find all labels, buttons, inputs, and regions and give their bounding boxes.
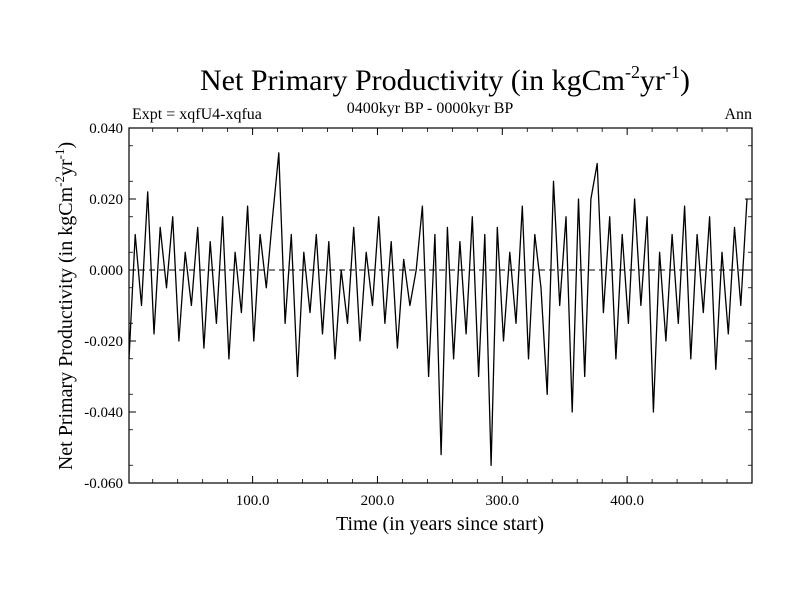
x-tick-label: 200.0	[361, 493, 395, 509]
axes-layer: -0.060 -0.040 -0.020 0.000 0.020 0.040 100.0 20…	[84, 121, 752, 509]
plot-frame	[128, 127, 753, 484]
y-tick-label: 0.000	[89, 263, 123, 279]
x-tick-label: 100.0	[236, 493, 270, 509]
y-tick-label: -0.040	[84, 405, 123, 421]
experiment-label: Expt = xqfU4-xqfua	[132, 106, 262, 123]
y-tick-label: -0.060	[84, 476, 123, 492]
y-tick-label: 0.040	[89, 121, 123, 137]
y-tick-label: 0.020	[89, 192, 123, 208]
x-tick-label: 300.0	[485, 493, 519, 509]
series-line-npp	[128, 152, 748, 466]
subtitle-period: 0400kyr BP - 0000kyr BP	[347, 100, 514, 117]
season-label: Ann	[724, 106, 752, 123]
y-axis-label: Net Primary Productivity (in kgCm-2yr-1)	[52, 142, 77, 470]
x-tick-label: 400.0	[610, 493, 644, 509]
x-axis-label: Time (in years since start)	[336, 513, 544, 535]
series-layer	[128, 152, 748, 466]
chart-title: Net Primary Productivity (in kgCm-2yr-1)	[200, 62, 690, 97]
y-tick-label: -0.020	[84, 334, 123, 350]
